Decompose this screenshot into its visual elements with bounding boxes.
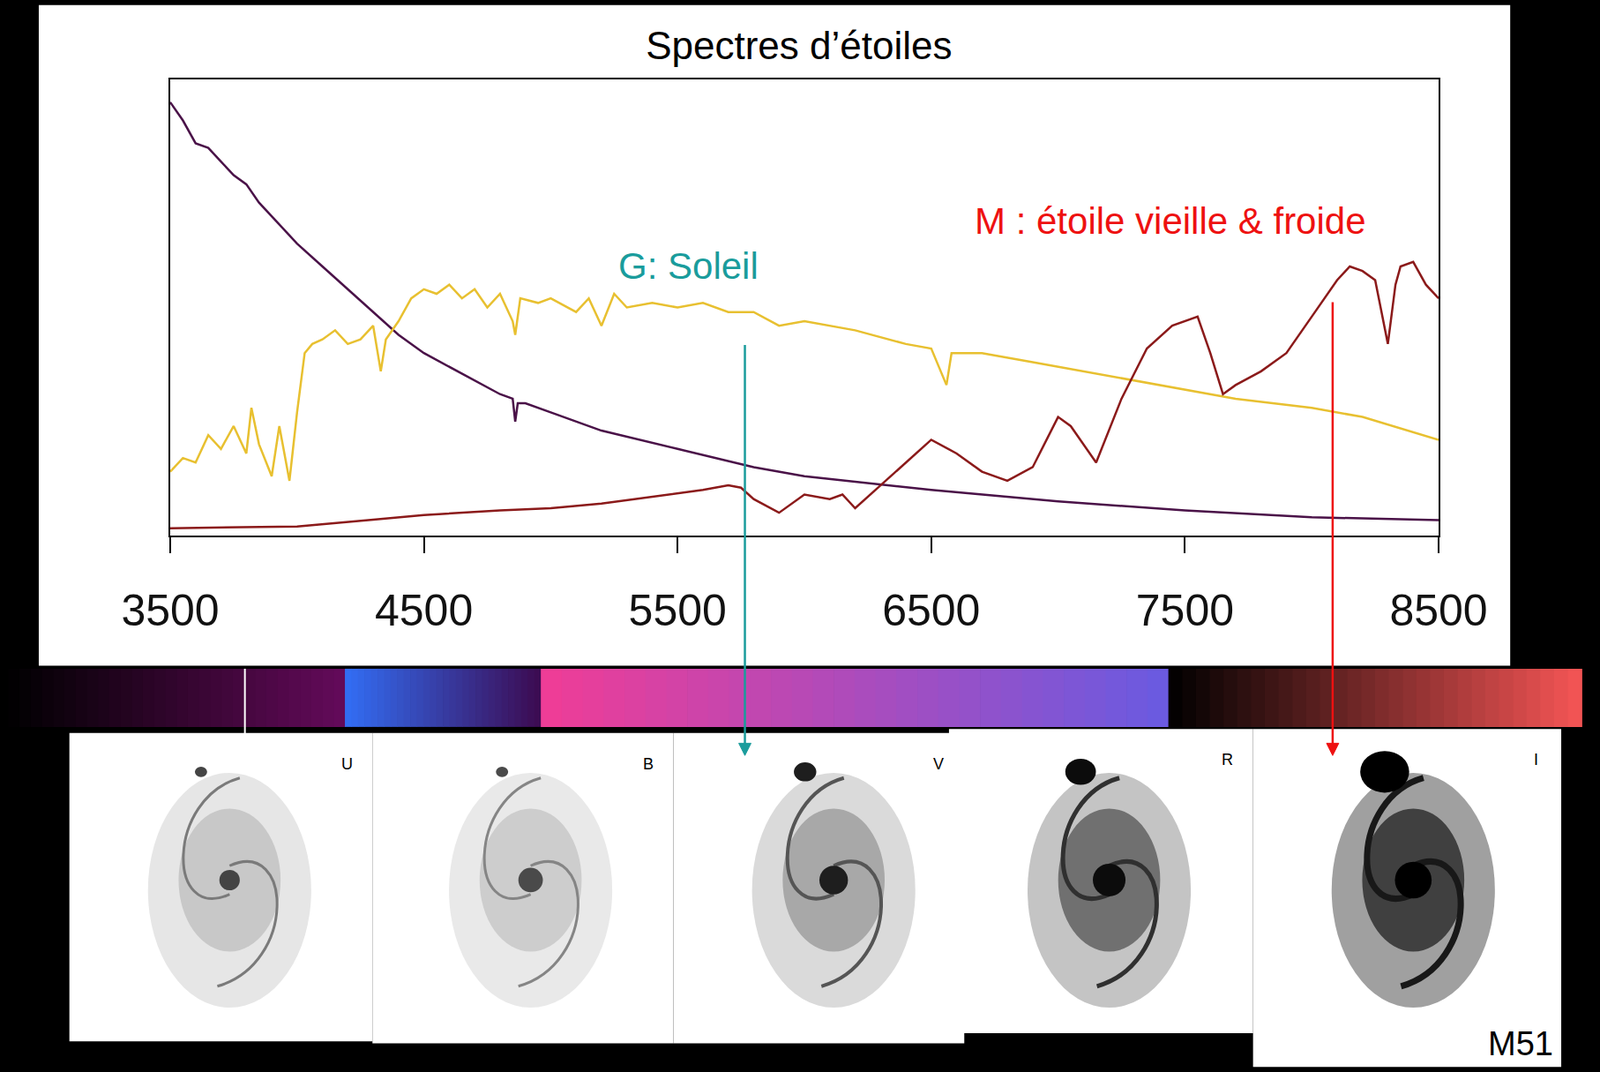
- svg-text:G: Soleil: G: Soleil: [618, 245, 759, 287]
- svg-text:I: I: [1533, 750, 1539, 769]
- svg-text:5500: 5500: [628, 585, 727, 636]
- svg-text:V: V: [933, 755, 944, 773]
- svg-text:4500: 4500: [374, 585, 473, 636]
- svg-text:8500: 8500: [1389, 585, 1488, 636]
- svg-text:6500: 6500: [882, 585, 980, 636]
- svg-text:B: B: [642, 755, 654, 773]
- svg-text:Spectres d’étoiles: Spectres d’étoiles: [645, 23, 952, 68]
- svg-text:U: U: [341, 755, 353, 773]
- svg-text:M51: M51: [1487, 1024, 1554, 1062]
- svg-text:3500: 3500: [120, 585, 219, 636]
- svg-text:M : étoile vieille & froide: M : étoile vieille & froide: [974, 200, 1367, 242]
- svg-text:7500: 7500: [1136, 585, 1234, 636]
- svg-text:R: R: [1221, 750, 1234, 769]
